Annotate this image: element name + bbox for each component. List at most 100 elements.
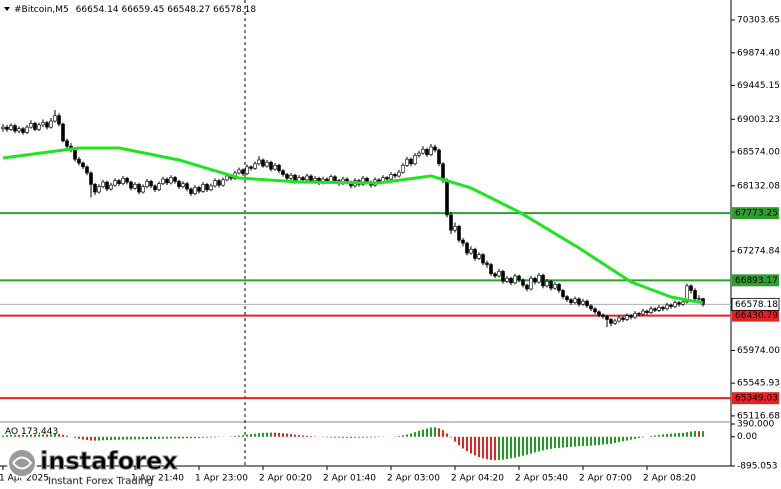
candle-body — [689, 285, 693, 291]
candle-body — [637, 313, 641, 315]
candle-body — [645, 310, 649, 313]
candle-body — [205, 184, 209, 191]
low: 66548.27 — [167, 5, 210, 15]
candle-body — [193, 187, 197, 194]
candle-body — [61, 123, 65, 142]
candle-body — [693, 290, 697, 300]
candle-body — [501, 271, 505, 282]
candle-body — [485, 262, 489, 265]
candle-body — [377, 179, 381, 182]
candle-body — [417, 152, 421, 156]
candle-body — [221, 179, 225, 186]
candle-body — [261, 159, 265, 167]
candle-body — [429, 146, 433, 155]
candle-body — [45, 122, 49, 128]
candle-body — [573, 298, 577, 303]
candle-body — [425, 148, 429, 155]
logo-icon — [7, 448, 37, 478]
candle-body — [497, 271, 501, 277]
level-label: 65349.03 — [735, 394, 778, 404]
candle-body — [585, 300, 589, 307]
candle-body — [105, 181, 109, 190]
candle-body — [565, 296, 569, 300]
candle-body — [133, 184, 137, 189]
level-label-box — [732, 207, 779, 220]
candle-body — [461, 239, 465, 244]
candle-body — [665, 304, 669, 310]
candle-body — [473, 248, 477, 259]
moving-average — [2, 146, 704, 305]
candle-body — [641, 310, 645, 315]
candle-body — [277, 165, 281, 171]
candle-body — [161, 178, 165, 184]
candle-body — [309, 175, 313, 181]
y-tick-label: 70303.65 — [737, 16, 780, 26]
candle-body — [41, 122, 45, 126]
y-tick-label: 67274.84 — [737, 247, 780, 257]
candle-body — [157, 183, 161, 191]
level-label-box — [732, 392, 779, 405]
candle-body — [141, 186, 145, 193]
candle-body — [397, 171, 401, 177]
candle-body — [409, 158, 413, 165]
logo-tagline: Instant Forex Trading — [48, 476, 153, 487]
candle-body — [649, 308, 653, 313]
candle-body — [241, 169, 245, 175]
close: 66578.18 — [213, 5, 256, 15]
candle-body — [401, 165, 405, 173]
indicator-tick-label: 390.000 — [737, 420, 774, 430]
candle-body — [265, 161, 269, 167]
candle-body — [257, 159, 261, 165]
candle-body — [9, 125, 13, 130]
candle-body — [453, 226, 457, 231]
candle-body — [85, 166, 89, 174]
candle-body — [605, 316, 609, 320]
candle-body — [685, 285, 689, 303]
x-tick-label: 1 Apr 2025 — [0, 474, 49, 484]
indicator-tick-label: -895.053 — [737, 462, 777, 472]
candle-body — [213, 180, 217, 187]
candle-body — [569, 299, 573, 303]
candle-body — [437, 149, 441, 165]
candle-body — [449, 214, 453, 231]
x-tick-label: 2 Apr 08:20 — [643, 474, 696, 484]
candle-body — [385, 177, 389, 180]
candle-body — [481, 254, 485, 264]
candle-body — [81, 162, 85, 168]
candle-body — [673, 302, 677, 307]
y-tick-label: 69874.40 — [737, 48, 780, 58]
logo-brand: instaforex — [40, 447, 178, 475]
x-tick-label: 2 Apr 05:40 — [515, 474, 568, 484]
menu-arrow — [4, 7, 10, 11]
candle-body — [201, 184, 205, 192]
level-label: 66893.17 — [735, 276, 778, 286]
candle-body — [217, 180, 221, 186]
candle-body — [121, 177, 125, 184]
candle-body — [625, 315, 629, 320]
candle-body — [245, 166, 249, 175]
candle-body — [13, 125, 17, 132]
y-tick-label: 65116.68 — [737, 411, 780, 421]
candle-body — [313, 177, 317, 181]
y-tick-label: 69003.23 — [737, 115, 780, 125]
y-tick-label: 65545.93 — [737, 379, 780, 389]
candle-body — [273, 165, 277, 170]
candle-body — [281, 170, 285, 175]
candle-body — [89, 172, 93, 185]
x-tick-label: 2 Apr 07:00 — [579, 474, 632, 484]
candle-body — [405, 158, 409, 166]
level-label: 67773.25 — [735, 209, 778, 219]
candle-body — [125, 177, 129, 183]
candle-body — [669, 304, 673, 307]
candle-body — [629, 315, 633, 318]
candle-body — [653, 308, 657, 311]
candle-body — [305, 175, 309, 181]
candle-body — [225, 175, 229, 181]
candle-body — [561, 290, 565, 297]
candle-body — [389, 174, 393, 180]
candle-body — [65, 140, 69, 147]
candle-body — [181, 183, 185, 187]
level-label-box — [732, 309, 779, 322]
candle-body — [465, 242, 469, 254]
